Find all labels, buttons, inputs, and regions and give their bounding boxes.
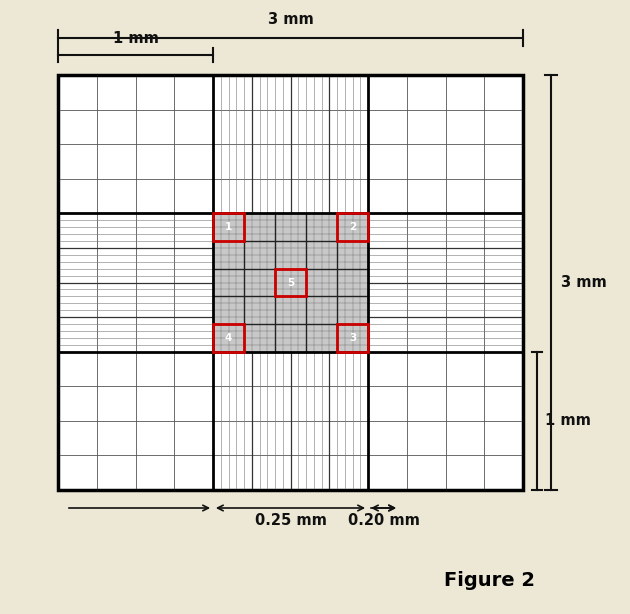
Text: 0.25 mm: 0.25 mm: [255, 513, 326, 528]
Bar: [58, 75, 523, 490]
Bar: [213, 213, 368, 352]
Text: 2: 2: [349, 222, 356, 232]
Bar: [337, 213, 368, 241]
Text: 4: 4: [225, 333, 232, 343]
Text: 1 mm: 1 mm: [113, 31, 158, 46]
Bar: [213, 213, 244, 241]
Text: 1 mm: 1 mm: [545, 413, 591, 429]
Bar: [275, 269, 306, 297]
Text: 5: 5: [287, 278, 294, 287]
Bar: [213, 324, 244, 352]
Text: 1: 1: [225, 222, 232, 232]
Text: 3: 3: [349, 333, 356, 343]
Bar: [337, 324, 368, 352]
Text: 3 mm: 3 mm: [561, 275, 607, 290]
Text: 3 mm: 3 mm: [268, 12, 313, 27]
Text: Figure 2: Figure 2: [445, 570, 536, 589]
Text: 0.20 mm: 0.20 mm: [348, 513, 420, 528]
